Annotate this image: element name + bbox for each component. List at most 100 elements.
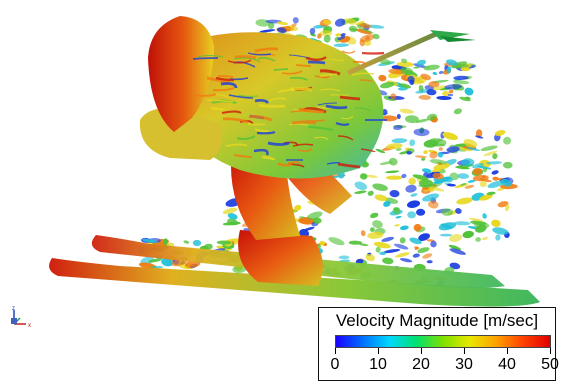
vortex-blob xyxy=(483,150,498,157)
vortex-blob xyxy=(460,67,471,72)
surface-streak xyxy=(335,122,350,126)
vortex-blob xyxy=(415,89,431,94)
vortex-blob xyxy=(391,138,408,144)
vortex-blob xyxy=(192,239,202,247)
vortex-blob xyxy=(415,118,429,123)
surface-streak xyxy=(248,115,273,122)
surface-streak xyxy=(325,104,348,110)
vortex-blob xyxy=(400,67,414,76)
vortex-blob xyxy=(464,184,475,189)
vortex-blob xyxy=(439,233,452,237)
vortex-blob xyxy=(486,191,496,196)
vortex-blob xyxy=(409,237,422,245)
vortex-blob xyxy=(418,94,431,100)
vortex-blob xyxy=(472,174,489,182)
surface-streak xyxy=(222,117,249,124)
vortex-blob xyxy=(417,247,430,253)
vortex-blob xyxy=(268,21,275,30)
vortex-blob xyxy=(386,175,403,180)
vortex-blob xyxy=(216,240,232,245)
vortex-blob xyxy=(464,96,471,100)
vortex-blob xyxy=(481,236,489,241)
vortex-blob xyxy=(457,173,470,179)
vortex-blob xyxy=(358,22,372,29)
vortex-blob xyxy=(337,36,346,41)
vortex-blob xyxy=(359,39,366,47)
vortex-blob xyxy=(449,234,463,242)
vortex-blob xyxy=(148,258,162,263)
surface-streak xyxy=(340,115,354,120)
vortex-blob xyxy=(399,258,413,263)
vortex-blob xyxy=(348,25,358,33)
vortex-blob xyxy=(492,176,499,181)
surface-streak xyxy=(359,79,373,83)
vortex-blob xyxy=(479,194,493,201)
vortex-blob xyxy=(421,168,432,174)
legend-tick-mark xyxy=(550,348,551,354)
surface-streak xyxy=(192,93,217,97)
vortex-blob xyxy=(372,220,383,229)
surface-streak xyxy=(247,123,266,126)
surface-streak xyxy=(215,76,235,82)
vortex-blob xyxy=(475,224,487,233)
vortex-blob xyxy=(421,157,426,161)
vortex-blob xyxy=(312,217,322,224)
vortex-blob xyxy=(227,213,238,220)
vortex-blob xyxy=(410,193,418,197)
axis-triad: z x xyxy=(11,306,31,329)
vortex-blob xyxy=(299,229,310,238)
vortex-blob xyxy=(405,184,417,193)
surface-streak xyxy=(337,162,361,169)
vortex-blob xyxy=(390,93,397,100)
vortex-blob xyxy=(413,223,422,232)
vortex-blob xyxy=(382,257,394,265)
surface-streak xyxy=(307,125,334,132)
vortex-blob xyxy=(460,183,467,186)
vortex-blob xyxy=(448,89,454,94)
vortex-blob xyxy=(284,25,291,31)
color-legend: Velocity Magnitude [m/sec] 0 10 20 30 40… xyxy=(318,307,559,381)
surface-streak xyxy=(236,135,256,141)
vortex-blob xyxy=(394,224,400,227)
vortex-blob xyxy=(276,27,287,34)
axis-x-label: x xyxy=(28,323,31,329)
vortex-blob xyxy=(357,26,374,34)
surface-streak xyxy=(227,59,252,64)
vortex-blob xyxy=(338,255,350,260)
vortex-blob xyxy=(407,211,416,219)
vortex-blob xyxy=(383,200,391,207)
vortex-blob xyxy=(487,180,505,189)
vortex-blob xyxy=(356,28,372,35)
vortex-blob xyxy=(328,237,345,246)
vortex-blob xyxy=(453,75,469,81)
legend-tick-mark xyxy=(378,348,379,354)
vortex-blob xyxy=(378,74,387,82)
surface-streak xyxy=(233,153,253,159)
surface-streak xyxy=(228,94,254,99)
vortex-blob xyxy=(399,108,415,114)
vortex-blob xyxy=(442,91,450,97)
vortex-blob xyxy=(291,23,297,27)
vortex-blob xyxy=(428,81,440,88)
vortex-blob xyxy=(412,174,429,181)
vortex-blob xyxy=(432,72,438,75)
vortex-blob xyxy=(276,21,289,26)
legend-tick-label-10: 10 xyxy=(369,356,387,373)
vortex-blob xyxy=(426,172,435,179)
vortex-blob xyxy=(348,240,363,245)
vortex-blob xyxy=(492,227,509,235)
vortex-blob xyxy=(444,84,463,90)
vortex-blob xyxy=(431,168,443,173)
vortex-blob xyxy=(463,139,478,148)
vortex-blob xyxy=(386,143,403,150)
vortex-blob xyxy=(492,153,498,160)
vortex-blob xyxy=(422,193,439,202)
vortex-blob xyxy=(298,216,305,219)
vortex-blob xyxy=(333,43,350,48)
vortex-blob xyxy=(442,132,458,141)
vortex-blob xyxy=(494,130,506,136)
vortex-blob xyxy=(373,241,391,249)
vortex-blob xyxy=(395,252,410,258)
surface-streak xyxy=(257,57,276,62)
vortex-blob xyxy=(393,124,403,131)
